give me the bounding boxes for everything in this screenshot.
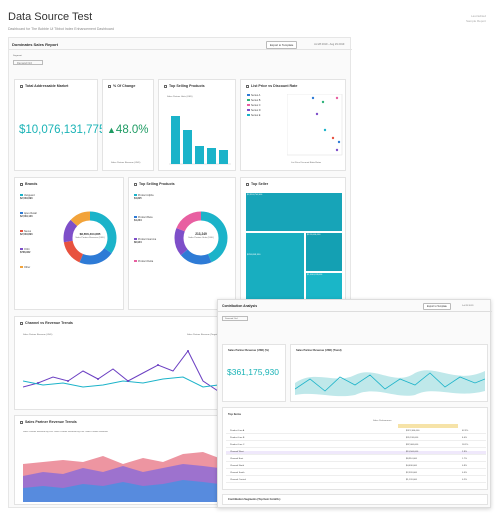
- legend-item: Nexus $2,533,893: [20, 230, 33, 236]
- products-center-label: Sales Partner Units (USD): [188, 237, 214, 239]
- table-row[interactable]: Channel Central $1,120,000 0.2%: [226, 479, 486, 483]
- page-title: Data Source Test: [8, 11, 93, 23]
- legend-b: Sales Partner Revenue (Target): [187, 334, 218, 336]
- donut-slice: [63, 211, 117, 265]
- export-template-button[interactable]: Export to Template: [266, 41, 298, 49]
- highlight-bar: [398, 424, 458, 428]
- report-name: Dominates Sales Report: [12, 42, 59, 47]
- area-chart: [23, 452, 219, 502]
- table-row[interactable]: Channel East $8,910,000 1.7%: [226, 458, 486, 462]
- brands-center-value: $8,656,404,685: [79, 232, 101, 236]
- donut-slice: [174, 211, 228, 265]
- table-row[interactable]: Product Line A $321,300,000 62.3%: [226, 430, 486, 434]
- legend-item: Other: [20, 266, 30, 269]
- panel-top-products-bar: Top Selling Products Sales Partner Units…: [158, 79, 236, 171]
- legend-item: Product Delta: [134, 260, 153, 263]
- treemap-cell: $259,859,350: [245, 232, 305, 306]
- panel-top-seller: Top Seller $2,953,750,300 $259,859,350 $…: [240, 177, 346, 310]
- legend-item: Series C: [247, 104, 261, 107]
- contribution-title: Contribution Analysis: [222, 304, 258, 308]
- donut-slice: [174, 211, 228, 265]
- bar-1: [171, 116, 180, 164]
- panel-total-sales: Total Addressable Market $10,076,131,775: [14, 79, 105, 171]
- pct-change-footer: Sales Partner Revenue (USD): [111, 162, 141, 164]
- panel-top-products-donut: Top Selling Products Product Alpha $4,825…: [128, 177, 236, 310]
- bar-4: [207, 148, 216, 164]
- bar-chart: [169, 116, 231, 165]
- scatter-point: [335, 96, 339, 100]
- bar-legend: Sales Partner Units (USD): [167, 96, 193, 98]
- table-row[interactable]: Product Line C $97,060,000 18.1%: [226, 444, 486, 448]
- legend-item: Apex Retail $2,533,123: [20, 212, 37, 218]
- contribution-date[interactable]: Jul 28 2019: [462, 305, 474, 307]
- date-range[interactable]: Jul 28 2019 - Aug 29 2019: [314, 43, 345, 46]
- treemap-cell: $133,000,000: [305, 232, 343, 272]
- donut-slice: [63, 211, 117, 265]
- scatter-footer: List Price Discount Ratio Rates: [291, 162, 322, 164]
- page-subtitle: Dashboard for The Bobble Ui Tibbot Index…: [8, 27, 114, 31]
- card-revenue-trend: Sales Partner Revenue (USD) (Trend): [290, 344, 488, 402]
- table-row[interactable]: Product Line B $31,190,000 6.4%: [226, 437, 486, 441]
- area-series: [23, 480, 219, 502]
- legend-item: Series E: [247, 114, 260, 117]
- filter-label: Segment: [13, 55, 22, 57]
- treemap: $2,953,750,300 $259,859,350 $133,000,000…: [245, 192, 343, 306]
- brands-center-label: Sales Partner Revenue (USD): [75, 237, 105, 239]
- trend-band-chart: [295, 370, 485, 397]
- confidence-band: [295, 370, 485, 397]
- panel-brands: Brands Vanguard $2,533,693 Apex Retail $2,5…: [14, 177, 124, 310]
- dashboard-canvas: Dominates Sales Report Export to Templat…: [8, 37, 352, 508]
- top-items-table: Top Items Sales Performance Product Line…: [222, 407, 488, 490]
- scatter-chart: [287, 94, 343, 156]
- treemap-cell: $2,953,750,300: [245, 192, 343, 232]
- scatter-point: [335, 148, 339, 152]
- products-center-value: 213,249: [195, 232, 207, 236]
- scatter-point: [323, 128, 327, 132]
- legend-item: Vanguard $2,533,693: [20, 194, 35, 200]
- segment-dropdown[interactable]: Demand Ord: [13, 60, 43, 65]
- table-row[interactable]: Channel South $2,320,000 0.5%: [226, 472, 486, 476]
- scatter-point: [337, 140, 341, 144]
- scatter-point: [321, 100, 325, 104]
- contribution-footer: Contribution Segments (Top Item Contrib.…: [222, 494, 488, 505]
- scatter-point: [331, 136, 335, 140]
- panel-list-price: List Price vs Discount Rate Series A Seri…: [240, 79, 346, 171]
- bar-5: [219, 150, 228, 164]
- legend-item: Series D: [247, 109, 261, 112]
- panel-pct-change: % Of Change ▲48.0% Sales Partner Revenue…: [102, 79, 154, 171]
- pct-change-value: ▲48.0%: [107, 124, 149, 136]
- line-chart: [23, 350, 219, 392]
- donut-slice: [174, 211, 228, 265]
- donut-slice: [63, 211, 117, 265]
- bar-2: [183, 130, 192, 164]
- table-row[interactable]: Channel West $13,500,000 2.9%: [226, 451, 486, 455]
- scatter-point: [315, 112, 319, 116]
- legend-item: Series B: [247, 99, 260, 102]
- contribution-filter[interactable]: Demand Ord: [222, 316, 248, 321]
- card-revenue-value: Sales Partner Revenue (USD) (%) $361,175…: [222, 344, 286, 402]
- card-revenue-amount: $361,175,930: [227, 367, 279, 377]
- panel-partner-trends: Sales Partner Revenue Trends Sales Partn…: [14, 415, 222, 505]
- legend-a: Sales Partner Revenue (USD): [23, 334, 53, 336]
- bar-3: [195, 146, 204, 164]
- header-meta: Last Edited Sample Report: [465, 14, 486, 23]
- legend-item: Series A: [247, 94, 260, 97]
- table-header: Sales Performance: [373, 420, 392, 422]
- scatter-point: [311, 96, 315, 100]
- legend-item: Product Gamma $8,904: [134, 238, 157, 244]
- products-donut: [174, 211, 228, 265]
- legend-item: Orbit $738,962: [20, 248, 31, 254]
- contribution-export-button[interactable]: Export to Template: [423, 303, 451, 310]
- total-sales-value: $10,076,131,775: [19, 124, 106, 136]
- brands-donut: [63, 211, 117, 265]
- table-row[interactable]: Channel North $4,630,000 0.9%: [226, 465, 486, 469]
- series-line: [23, 350, 219, 392]
- trend-line: [295, 372, 485, 392]
- partner-legend: Sales Partner Revenue by Dist. Sales Par…: [23, 431, 108, 433]
- legend-item: Product Beta $4,234: [134, 216, 153, 222]
- contribution-window: Contribution Analysis Export to Template…: [217, 299, 492, 508]
- table-body: Product Line A $321,300,000 62.3% Product L…: [223, 430, 489, 488]
- series-line: [23, 376, 219, 388]
- legend-item: Product Alpha $4,825: [134, 194, 154, 200]
